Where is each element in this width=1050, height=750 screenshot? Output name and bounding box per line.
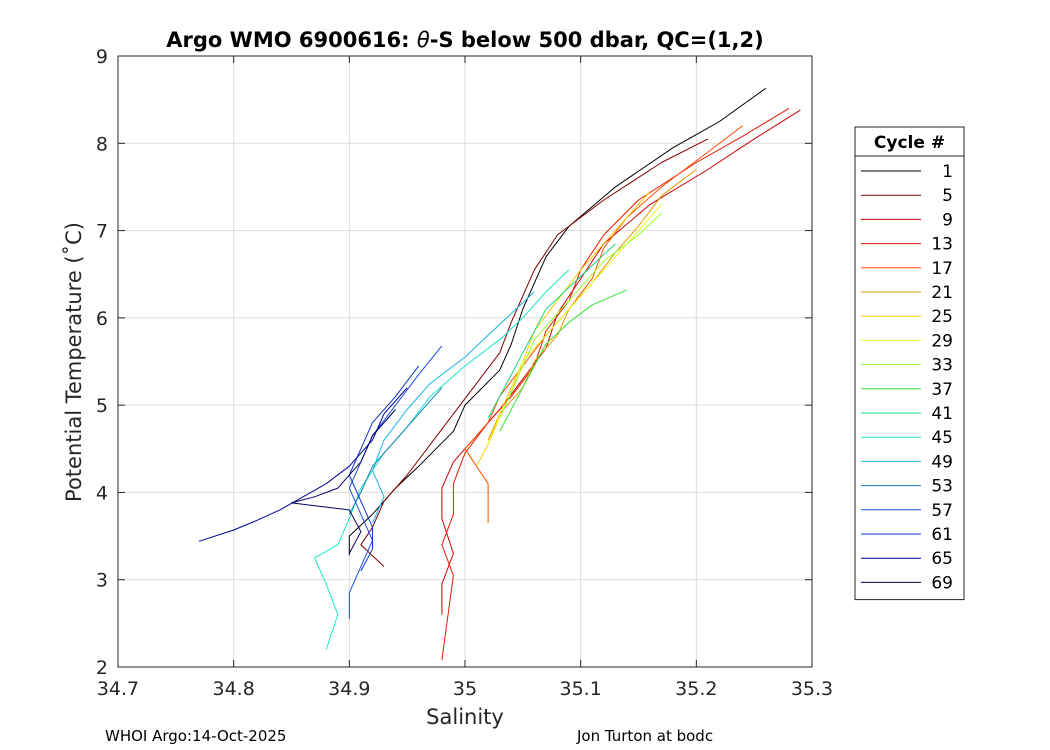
y-tick-label: 4 — [96, 482, 108, 504]
series-line-cycle-65 — [198, 387, 408, 542]
legend-label: 5 — [942, 186, 953, 206]
y-tick-label: 9 — [96, 46, 108, 68]
x-tick-label: 35.1 — [560, 678, 602, 700]
footer-right: Jon Turton at bodc — [576, 727, 713, 745]
legend-label: 65 — [931, 549, 953, 569]
y-tick-label: 7 — [96, 221, 108, 243]
y-tick-label: 2 — [96, 657, 108, 679]
x-tick-label: 35.3 — [791, 678, 833, 700]
y-tick-label: 3 — [96, 570, 108, 592]
series-line-cycle-9 — [441, 109, 801, 615]
legend-label: 61 — [931, 525, 953, 545]
series-lines — [198, 87, 801, 661]
x-tick-label: 34.8 — [213, 678, 255, 700]
x-tick-label: 35.2 — [675, 678, 717, 700]
legend-label: 29 — [931, 331, 953, 351]
x-tick-label: 35 — [453, 678, 477, 700]
legend-label: 37 — [931, 380, 953, 400]
series-line-cycle-5 — [360, 138, 709, 567]
legend-label: 33 — [931, 356, 953, 376]
x-tick-label: 34.9 — [328, 678, 370, 700]
legend-label: 17 — [931, 259, 953, 279]
legend-label: 49 — [931, 452, 953, 472]
x-axis-label: Salinity — [426, 705, 504, 729]
legend-label: 13 — [931, 235, 953, 255]
legend-title: Cycle # — [874, 133, 945, 153]
chart-title: Argo WMO 6900616: θ-S below 500 dbar, QC… — [166, 28, 763, 52]
y-tick-label: 5 — [96, 395, 108, 417]
series-line-cycle-69 — [291, 409, 396, 554]
legend: Cycle # 1 5 9 13 17 21 25 29 33 37 41 45 49 53 57 61 65 69 — [854, 126, 965, 601]
footer-left: WHOI Argo:14-Oct-2025 — [105, 727, 286, 745]
legend-label: 41 — [931, 404, 953, 424]
series-line-cycle-41 — [487, 243, 616, 419]
legend-label: 21 — [931, 283, 953, 303]
legend-label: 57 — [931, 501, 953, 521]
x-tick-label: 34.7 — [97, 678, 139, 700]
y-axis-label: Potential Temperature (˚C) — [62, 222, 86, 502]
legend-label: 1 — [942, 162, 953, 182]
y-tick-label: 8 — [96, 133, 108, 155]
legend-label: 9 — [942, 210, 953, 230]
axis-ticks: 34.7 34.8 34.9 35 35.1 35.2 35.3 2 3 4 5 6 7 8 9 — [96, 46, 833, 700]
legend-box — [854, 126, 965, 601]
series-line-cycle-33 — [499, 212, 662, 419]
series-line-cycle-49 — [372, 291, 535, 524]
y-tick-label: 6 — [96, 308, 108, 330]
series-line-cycle-37 — [499, 289, 628, 432]
legend-label: 25 — [931, 307, 953, 327]
legend-label: 69 — [931, 573, 953, 593]
legend-label: 53 — [931, 477, 953, 497]
legend-label: 45 — [931, 428, 953, 448]
series-line-cycle-57 — [348, 345, 443, 619]
